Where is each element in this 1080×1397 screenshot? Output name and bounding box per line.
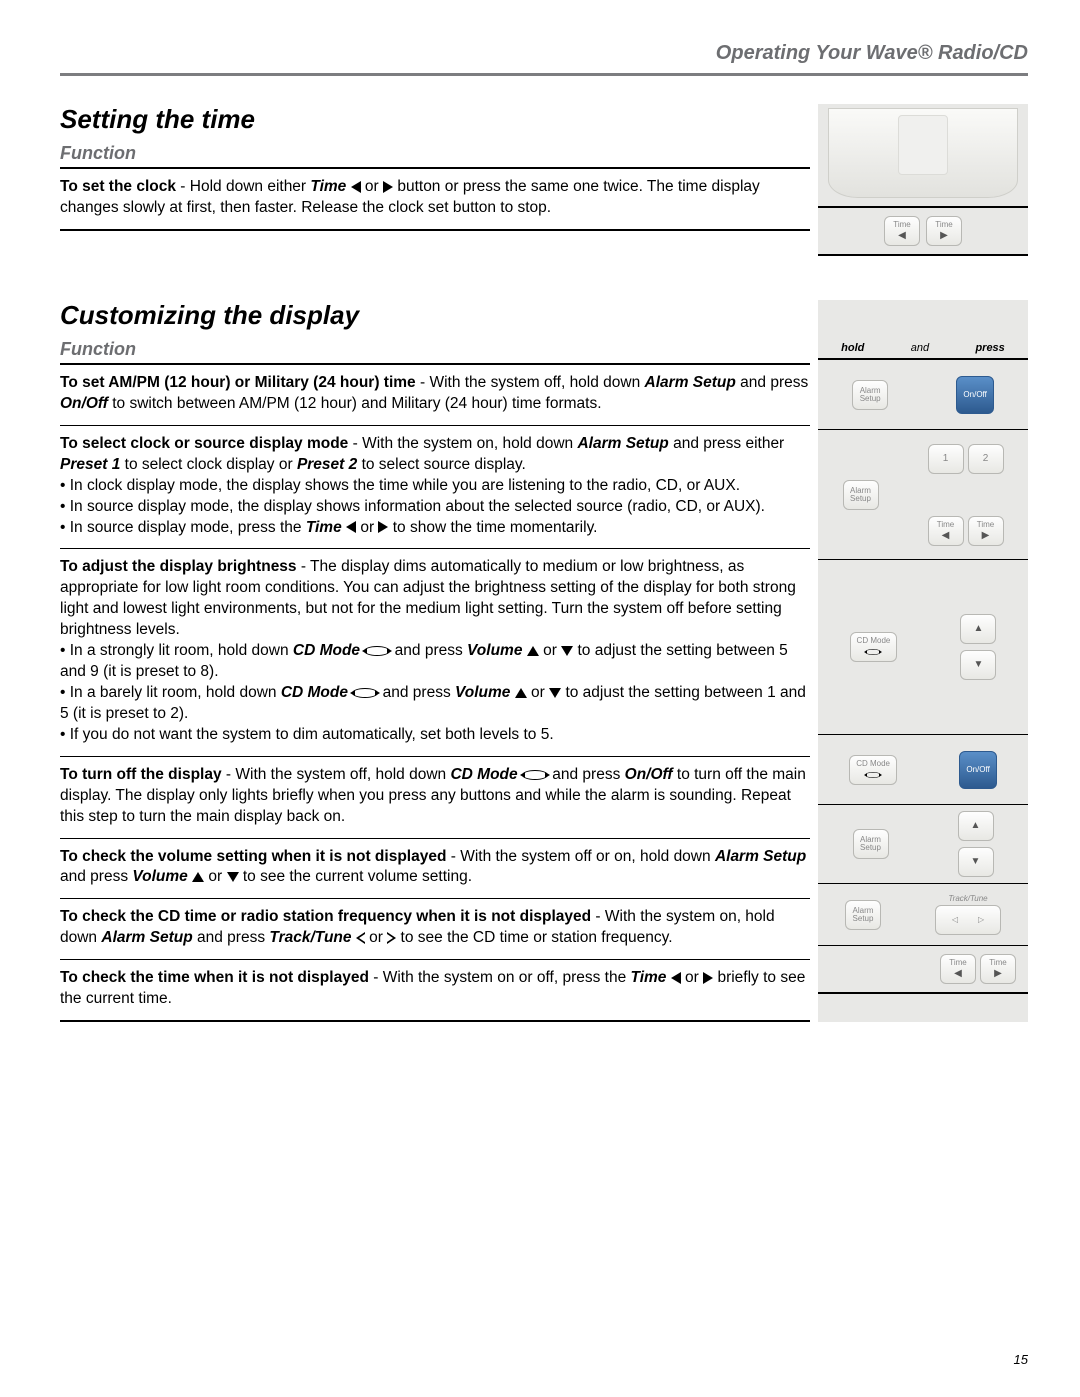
triangle-up-icon bbox=[515, 688, 527, 698]
section-setting-time: Setting the time Function To set the clo… bbox=[60, 104, 1028, 256]
triangle-right-icon bbox=[378, 521, 388, 533]
instruction-row: To check the CD time or radio station fr… bbox=[60, 899, 810, 960]
triangle-up-icon bbox=[527, 646, 539, 656]
page-number: 15 bbox=[1014, 1352, 1028, 1367]
instruction-row: To set the clock - Hold down either Time… bbox=[60, 169, 810, 231]
button-row: Alarm Setup ▲ ▼ bbox=[818, 805, 1028, 884]
triangle-down-icon bbox=[227, 872, 239, 882]
button-row: Alarm Setup 1 2 Time◀ Time▶ bbox=[818, 430, 1028, 560]
time-fwd-button: Time▶ bbox=[980, 954, 1016, 984]
cdmode-button: CD Mode bbox=[850, 632, 898, 662]
onoff-button: On/Off bbox=[959, 751, 996, 789]
cdmode-button: CD Mode bbox=[849, 755, 897, 785]
page-header: Operating Your Wave® Radio/CD bbox=[60, 30, 1028, 76]
volume-up-button: ▲ bbox=[958, 811, 994, 841]
column-headers: hold and press bbox=[818, 338, 1028, 360]
button-row: Alarm Setup On/Off bbox=[818, 360, 1028, 430]
time-fwd-button: Time▶ bbox=[968, 516, 1004, 546]
alarm-setup-button: Alarm Setup bbox=[845, 900, 881, 930]
button-row: Alarm Setup Track/Tune ◁▷ bbox=[818, 884, 1028, 946]
instruction-row: To check the time when it is not display… bbox=[60, 960, 810, 1022]
volume-down-button: ▼ bbox=[960, 650, 996, 680]
alarm-setup-button: Alarm Setup bbox=[843, 480, 879, 510]
button-row: Time◀ Time▶ bbox=[818, 208, 1028, 256]
instruction-row: To adjust the display brightness - The d… bbox=[60, 549, 810, 756]
triangle-right-icon bbox=[703, 972, 713, 984]
preset-2-button: 2 bbox=[968, 444, 1004, 474]
time-fwd-button: Time▶ bbox=[926, 216, 962, 246]
triangle-left-icon bbox=[671, 972, 681, 984]
button-row: Time◀ Time▶ bbox=[818, 946, 1028, 994]
volume-up-button: ▲ bbox=[960, 614, 996, 644]
triangle-down-icon bbox=[561, 646, 573, 656]
triangle-left-icon bbox=[351, 181, 361, 193]
button-row: CD Mode On/Off bbox=[818, 735, 1028, 805]
triangle-left-icon bbox=[346, 521, 356, 533]
onoff-button: On/Off bbox=[956, 376, 993, 414]
loop-icon bbox=[522, 770, 548, 780]
instruction-row: To select clock or source display mode -… bbox=[60, 426, 810, 550]
triangle-down-icon bbox=[549, 688, 561, 698]
loop-icon bbox=[352, 688, 378, 698]
button-column: Time◀ Time▶ bbox=[818, 104, 1028, 256]
function-label: Function bbox=[60, 339, 810, 365]
section-title: Customizing the display bbox=[60, 300, 810, 331]
alarm-setup-button: Alarm Setup bbox=[853, 829, 889, 859]
triangle-left-outline-icon bbox=[356, 932, 365, 944]
button-column: hold and press Alarm Setup On/Off Alarm … bbox=[818, 300, 1028, 1022]
section-title: Setting the time bbox=[60, 104, 810, 135]
tracktune-label: Track/Tune bbox=[935, 894, 1001, 903]
triangle-up-icon bbox=[192, 872, 204, 882]
preset-1-button: 1 bbox=[928, 444, 964, 474]
button-row: CD Mode ▲ ▼ bbox=[818, 560, 1028, 735]
section-customizing-display: Customizing the display Function To set … bbox=[60, 300, 1028, 1022]
triangle-right-icon bbox=[383, 181, 393, 193]
function-label: Function bbox=[60, 143, 810, 169]
volume-down-button: ▼ bbox=[958, 847, 994, 877]
tracktune-button: ◁▷ bbox=[935, 905, 1001, 935]
time-back-button: Time◀ bbox=[940, 954, 976, 984]
time-back-button: Time◀ bbox=[928, 516, 964, 546]
device-illustration bbox=[828, 108, 1018, 198]
instruction-row: To check the volume setting when it is n… bbox=[60, 839, 810, 900]
time-back-button: Time◀ bbox=[884, 216, 920, 246]
instruction-row: To set AM/PM (12 hour) or Military (24 h… bbox=[60, 365, 810, 426]
manual-page: Operating Your Wave® Radio/CD Setting th… bbox=[0, 0, 1080, 1397]
instruction-row: To turn off the display - With the syste… bbox=[60, 757, 810, 839]
alarm-setup-button: Alarm Setup bbox=[852, 380, 888, 410]
loop-icon bbox=[364, 646, 390, 656]
triangle-right-outline-icon bbox=[387, 932, 396, 944]
